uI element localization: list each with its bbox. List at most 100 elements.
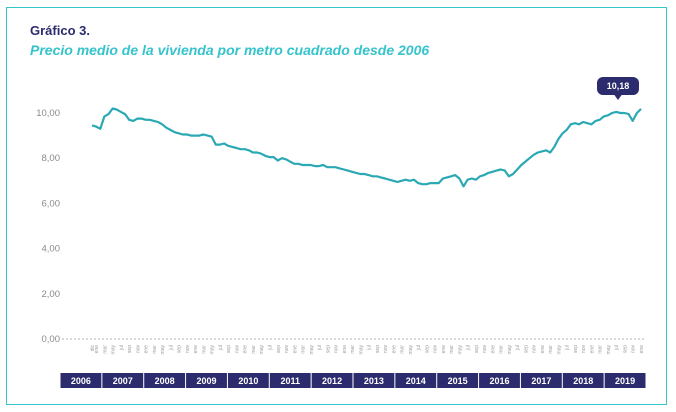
year-band-cell: [479, 373, 520, 388]
year-label: 2017: [531, 376, 551, 386]
month-tick-label: mar: [350, 345, 356, 354]
month-tick-label: jul: [614, 345, 620, 351]
year-label: 2010: [238, 376, 258, 386]
year-label: 2011: [280, 376, 300, 386]
year-label: 2009: [196, 376, 216, 386]
year-label: 2007: [113, 376, 133, 386]
month-tick-label: mar: [102, 345, 108, 354]
year-label: 2013: [364, 376, 384, 386]
month-tick-label: mar: [400, 345, 406, 354]
month-tick-label: may: [111, 345, 117, 355]
y-tick-label: 8,00: [42, 153, 61, 164]
month-tick-label: mar: [449, 345, 455, 354]
month-tick-label: dic: [90, 345, 96, 352]
year-band-cell: [395, 373, 437, 388]
month-tick-label: nov: [135, 345, 141, 354]
year-label: 2015: [448, 376, 468, 386]
year-band-cell: [102, 373, 144, 388]
month-tick-label: jul: [317, 345, 323, 351]
month-tick-label: may: [358, 345, 364, 355]
month-tick-label: may: [210, 345, 216, 355]
month-tick-label: ene: [639, 345, 645, 354]
month-tick-label: may: [457, 345, 463, 355]
month-tick-label: sep: [424, 345, 430, 353]
month-tick-label: nov: [235, 345, 241, 354]
year-label: 2019: [615, 376, 635, 386]
month-tick-label: ene: [292, 345, 298, 354]
month-tick-label: jul: [218, 345, 224, 351]
month-tick-label: jul: [367, 345, 373, 351]
chart-frame: [6, 7, 667, 405]
month-tick-label: sep: [573, 345, 579, 353]
month-tick-label: mar: [548, 345, 554, 354]
year-label: 2018: [573, 376, 593, 386]
month-tick-label: sep: [226, 345, 232, 353]
month-tick-label: nov: [383, 345, 389, 354]
year-band-cell: [353, 373, 395, 388]
year-band-cell: [186, 373, 227, 388]
month-tick-label: may: [556, 345, 562, 355]
month-tick-label: jul: [119, 345, 125, 351]
year-band-cell: [144, 373, 186, 388]
month-tick-label: ene: [590, 345, 596, 354]
chart-label: Gráfico 3.: [30, 23, 90, 38]
y-tick-label: 6,00: [42, 198, 61, 209]
month-tick-label: mar: [202, 345, 208, 354]
year-band-cell: [60, 373, 102, 388]
month-tick-label: sep: [523, 345, 529, 353]
month-tick-label: sep: [276, 345, 282, 353]
chart-title: Precio medio de la vivienda por metro cu…: [30, 42, 430, 58]
month-tick-label: mar: [598, 345, 604, 354]
month-tick-label: jul: [565, 345, 571, 351]
month-tick-label: nov: [284, 345, 290, 354]
month-tick-label: ene: [94, 345, 100, 354]
month-tick-label: may: [160, 345, 166, 355]
callout-label: 10,18: [607, 81, 630, 91]
callout-pointer: [614, 94, 622, 100]
year-band-cell: [437, 373, 479, 388]
month-tick-label: jul: [268, 345, 274, 351]
series-line: [91, 107, 642, 188]
y-tick-label: 4,00: [42, 244, 61, 255]
month-tick-label: nov: [631, 345, 637, 354]
month-tick-label: jul: [416, 345, 422, 351]
month-tick-label: ene: [540, 345, 546, 354]
callout-box: [597, 77, 639, 95]
year-band-cell: [269, 373, 311, 388]
month-tick-label: sep: [325, 345, 331, 353]
month-tick-label: ene: [193, 345, 199, 354]
year-label: 2008: [155, 376, 175, 386]
month-tick-label: jul: [466, 345, 472, 351]
month-tick-label: ene: [144, 345, 150, 354]
month-tick-label: sep: [375, 345, 381, 353]
month-tick-label: sep: [127, 345, 133, 353]
month-tick-label: may: [507, 345, 513, 355]
month-tick-label: mar: [251, 345, 257, 354]
month-tick-label: nov: [581, 345, 587, 354]
year-label: 2016: [489, 376, 509, 386]
year-band-cell: [311, 373, 353, 388]
month-tick-label: jul: [168, 345, 174, 351]
month-tick-label: ene: [441, 345, 447, 354]
year-band-cell: [604, 373, 646, 388]
month-tick-label: nov: [185, 345, 191, 354]
month-tick-label: nov: [433, 345, 439, 354]
year-band-cell: [227, 373, 269, 388]
month-tick-label: may: [606, 345, 612, 355]
month-tick-label: mar: [301, 345, 307, 354]
month-tick-label: sep: [474, 345, 480, 353]
month-tick-label: may: [408, 345, 414, 355]
month-tick-label: ene: [490, 345, 496, 354]
month-tick-label: ene: [243, 345, 249, 354]
year-label: 2014: [406, 376, 426, 386]
month-tick-label: may: [259, 345, 265, 355]
y-tick-label: 0,00: [42, 334, 61, 345]
month-tick-label: mar: [499, 345, 505, 354]
year-band-cell: [562, 373, 604, 388]
month-tick-label: ene: [391, 345, 397, 354]
month-tick-label: ene: [342, 345, 348, 354]
month-tick-label: sep: [623, 345, 629, 353]
month-tick-label: mar: [152, 345, 158, 354]
year-label: 2012: [322, 376, 342, 386]
